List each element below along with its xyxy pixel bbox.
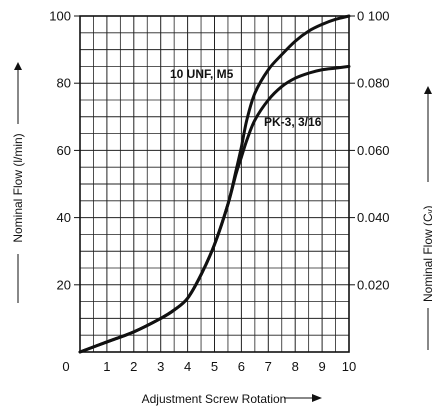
right-y-tick-label: 0 100 bbox=[357, 9, 390, 24]
right-ylabel-group: Nominal Flow (Cᵥ) bbox=[421, 86, 432, 350]
x-tick-label: 2 bbox=[130, 359, 137, 374]
left-y-tick-label: 60 bbox=[57, 143, 71, 158]
series-label-10-unf-m5: 10 UNF, M5 bbox=[170, 67, 234, 81]
x-tick-label: 8 bbox=[292, 359, 299, 374]
left-y-axis-label: Nominal Flow (l/min) bbox=[11, 133, 25, 242]
series-layer bbox=[78, 14, 351, 354]
left-y-tick-label: 20 bbox=[57, 277, 71, 292]
x-tick-label: 10 bbox=[342, 359, 356, 374]
left-ylabel-group: Nominal Flow (l/min) bbox=[11, 62, 25, 303]
grid bbox=[79, 15, 350, 353]
right-ylabel-arrow bbox=[424, 86, 432, 94]
x-tick-label: 7 bbox=[265, 359, 272, 374]
series-line-pk-3 bbox=[78, 64, 351, 354]
left-y-tick-label: 100 bbox=[49, 9, 71, 24]
x-tick-label: 9 bbox=[318, 359, 325, 374]
x-tick-label: 1 bbox=[103, 359, 110, 374]
right-y-axis-label: Nominal Flow (Cᵥ) bbox=[421, 205, 432, 302]
x-tick-label: 6 bbox=[238, 359, 245, 374]
x-axis-label-arrow bbox=[312, 394, 322, 402]
x-tick-label: 5 bbox=[211, 359, 218, 374]
left-y-tick-label: 40 bbox=[57, 210, 71, 225]
x-tick-label: 0 bbox=[62, 359, 69, 374]
left-y-tick-label: 80 bbox=[57, 76, 71, 91]
plot-frame bbox=[79, 15, 350, 353]
x-tick-label: 4 bbox=[184, 359, 191, 374]
x-tick-label: 3 bbox=[157, 359, 164, 374]
left-ylabel-arrow bbox=[14, 62, 22, 70]
right-y-tick-label: 0.060 bbox=[357, 143, 390, 158]
x-axis-label: Adjustment Screw Rotation bbox=[142, 392, 287, 406]
right-y-tick-label: 0.040 bbox=[357, 210, 390, 225]
axes: 0 1 2 3 4 5 6 7 8 9 10 20 40 60 80 100 0.020 0.040 0.060 0.… bbox=[49, 9, 389, 375]
series-label-pk-3: PK-3, 3/16 bbox=[264, 115, 322, 129]
right-y-tick-label: 0.020 bbox=[357, 277, 390, 292]
right-y-tick-label: 0.080 bbox=[357, 76, 390, 91]
